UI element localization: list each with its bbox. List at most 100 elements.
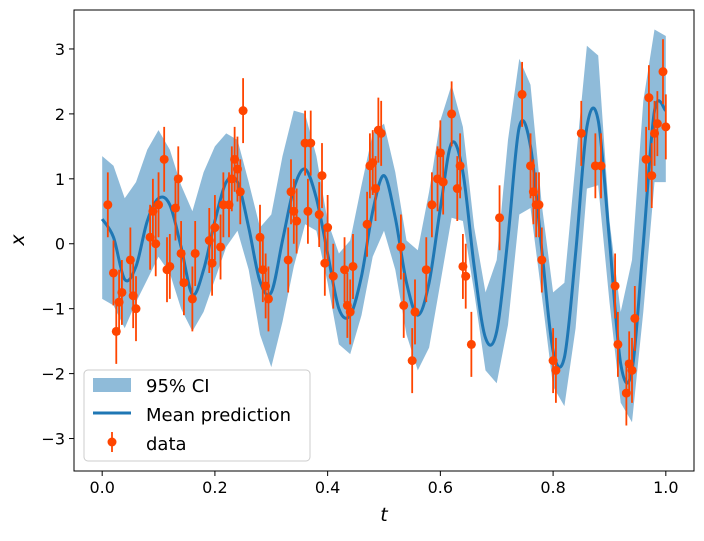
mean-line	[100, 99, 668, 385]
data-point	[644, 65, 654, 131]
data-point	[534, 172, 544, 238]
data-point	[131, 276, 141, 342]
data-point	[410, 279, 420, 345]
data-point	[328, 243, 338, 309]
data-marker	[317, 171, 327, 181]
data-point	[165, 234, 175, 299]
x-axis: 0.0 0.2 0.4 0.6 0.8 1.0	[89, 471, 679, 497]
legend-mean-label: Mean prediction	[146, 405, 291, 426]
x-axis-label: t	[380, 504, 389, 526]
data-point	[371, 156, 381, 222]
data-point	[376, 100, 386, 166]
data-point	[407, 328, 417, 394]
y-axis: −3 −2 −1 0 1 2 3	[41, 40, 74, 449]
data-point	[348, 234, 358, 299]
data-marker	[396, 242, 406, 252]
x-tick-label: 1.0	[653, 478, 678, 497]
data-marker	[210, 223, 220, 233]
data-marker	[190, 248, 200, 258]
data-point	[207, 230, 217, 296]
data-marker	[427, 200, 437, 210]
data-marker	[410, 307, 420, 317]
data-point	[517, 61, 527, 127]
data-point	[421, 237, 431, 303]
legend-data-marker	[107, 437, 117, 447]
data-marker	[517, 89, 527, 99]
data-point	[263, 266, 273, 332]
data-point	[610, 253, 620, 319]
data-marker	[447, 109, 457, 119]
data-marker	[421, 265, 431, 275]
data-marker	[303, 206, 313, 216]
data-point	[613, 311, 623, 377]
data-point	[117, 259, 127, 325]
data-marker	[551, 365, 561, 375]
legend-data-label: data	[146, 434, 187, 455]
data-point	[103, 172, 113, 238]
data-point	[399, 272, 409, 338]
data-marker	[283, 255, 293, 265]
data-marker	[652, 119, 662, 129]
data-point	[151, 211, 161, 277]
data-marker	[263, 294, 273, 304]
data-marker	[131, 304, 141, 314]
ci-band	[102, 29, 666, 423]
data-point	[320, 230, 330, 296]
y-tick-label: 2	[55, 105, 65, 124]
data-marker	[438, 177, 448, 187]
data-marker	[537, 255, 547, 265]
plot-area	[100, 29, 671, 426]
data-point	[340, 237, 350, 303]
data-point	[362, 191, 372, 257]
data-marker	[103, 200, 113, 210]
legend-ci-label: 95% CI	[146, 376, 210, 397]
legend-box	[83, 369, 311, 462]
data-marker	[455, 161, 465, 171]
data-point	[303, 178, 313, 244]
data-marker	[292, 216, 302, 226]
data-point	[596, 133, 606, 199]
axes-frame	[73, 9, 695, 472]
data-point	[323, 195, 333, 260]
data-point	[427, 172, 437, 238]
data-marker	[644, 93, 654, 103]
data-point	[210, 195, 220, 260]
y-tick-label: −1	[41, 300, 65, 319]
data-marker	[376, 128, 386, 138]
data-marker	[534, 200, 544, 210]
data-point	[317, 143, 327, 209]
data-marker	[658, 67, 668, 77]
data-marker	[371, 184, 381, 194]
data-marker	[362, 219, 372, 229]
data-point	[455, 133, 465, 199]
y-tick-label: 0	[55, 235, 65, 254]
data-point	[396, 214, 406, 280]
data-marker	[613, 339, 623, 349]
data-point	[658, 39, 668, 105]
data-point	[647, 143, 657, 209]
data-marker	[495, 213, 505, 223]
data-marker	[348, 261, 358, 271]
data-point	[438, 149, 448, 215]
y-tick-label: 3	[55, 40, 65, 59]
data-point	[345, 279, 355, 345]
data-point	[108, 240, 118, 306]
data-marker	[314, 210, 324, 220]
data-point	[641, 126, 651, 192]
data-marker	[179, 278, 189, 288]
data-marker	[165, 261, 175, 271]
y-tick-label: 1	[55, 170, 65, 189]
data-marker	[216, 242, 226, 252]
data-marker	[117, 287, 127, 297]
data-point	[235, 159, 245, 225]
data-point	[173, 146, 183, 212]
x-tick-label: 0.8	[540, 478, 565, 497]
data-marker	[238, 106, 248, 116]
data-point	[216, 214, 226, 280]
data-marker	[641, 154, 651, 164]
data-marker	[151, 239, 161, 249]
data-point	[292, 188, 302, 254]
data-point	[159, 126, 169, 192]
data-marker	[340, 265, 350, 275]
data-marker	[345, 307, 355, 317]
